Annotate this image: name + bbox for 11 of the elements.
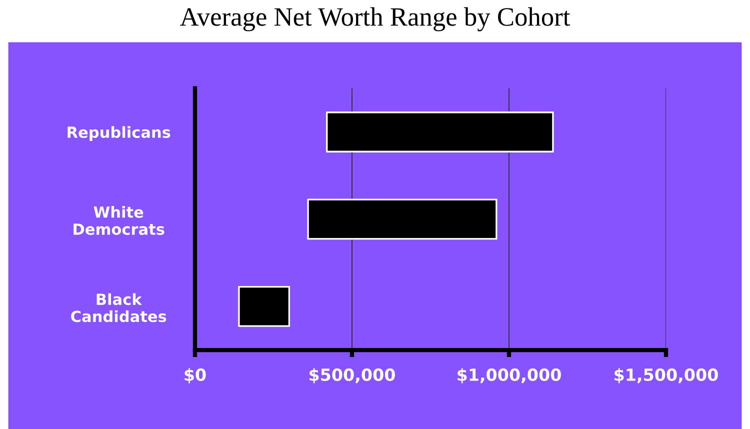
bar (307, 198, 498, 240)
x-tick-label: $500,000 (310, 368, 395, 384)
x-tick-label: $0 (184, 368, 206, 384)
y-tick-label: Republicans (68, 126, 170, 141)
y-tick-label: White Democrats (74, 206, 164, 235)
x-tick-label: $1,000,000 (458, 368, 561, 384)
x-tick-label: $1,500,000 (614, 368, 718, 384)
chart-title: Average Net Worth Range by Cohort (180, 7, 570, 32)
bar (326, 112, 554, 152)
y-tick-label: Black Candidates (71, 293, 166, 322)
bar (238, 286, 290, 327)
